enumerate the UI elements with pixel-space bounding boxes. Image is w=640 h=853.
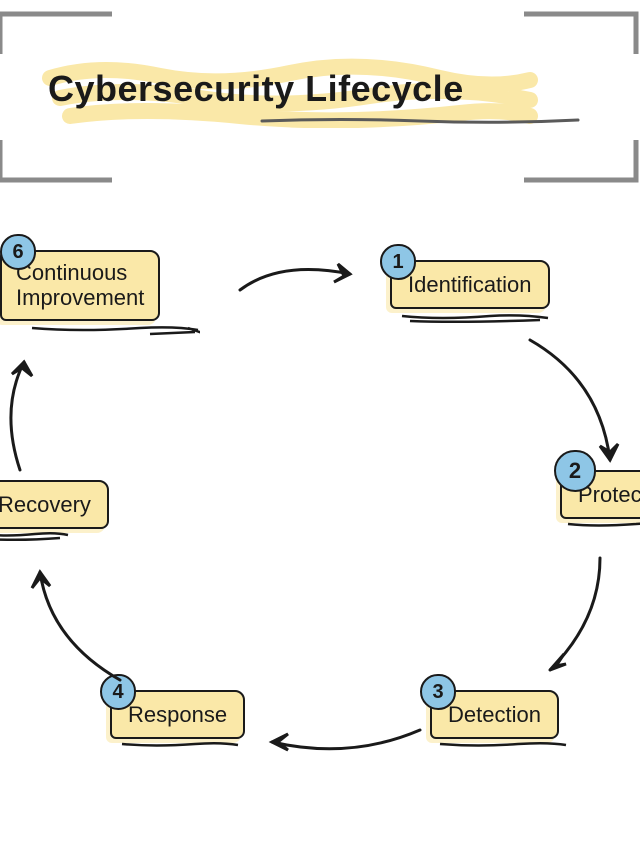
node-badge-3: 3 xyxy=(420,674,456,710)
node-label: Identification xyxy=(408,272,532,297)
node-badge-6: 6 xyxy=(0,234,36,270)
title-underline xyxy=(260,116,580,126)
title-area: Cybersecurity Lifecycle xyxy=(0,40,640,150)
arrow-3-to-4 xyxy=(260,720,430,770)
node-label: ContinuousImprovement xyxy=(16,260,144,310)
node-label: Detection xyxy=(448,702,541,727)
bracket-top-left xyxy=(0,8,116,58)
arrow-4-to-5 xyxy=(20,560,140,700)
node-detection: 3 Detection xyxy=(430,690,559,739)
arrow-1-to-2 xyxy=(510,330,640,480)
node-continuous-improvement: 6 ContinuousImprovement xyxy=(0,250,160,321)
arrow-6-to-1 xyxy=(230,250,380,310)
bracket-bottom-left xyxy=(0,136,116,186)
node-badge-1: 1 xyxy=(380,244,416,280)
arrow-2-to-3 xyxy=(520,550,630,690)
node-label: Recovery xyxy=(0,492,91,517)
arrow-5-to-6 xyxy=(0,350,70,480)
node-identification: 1 Identification xyxy=(390,260,550,309)
node-label: Response xyxy=(128,702,227,727)
bracket-top-right xyxy=(520,8,640,58)
page-title: Cybersecurity Lifecycle xyxy=(48,68,464,110)
bracket-bottom-right xyxy=(520,136,640,186)
node-recovery: 5 Recovery xyxy=(0,480,109,529)
